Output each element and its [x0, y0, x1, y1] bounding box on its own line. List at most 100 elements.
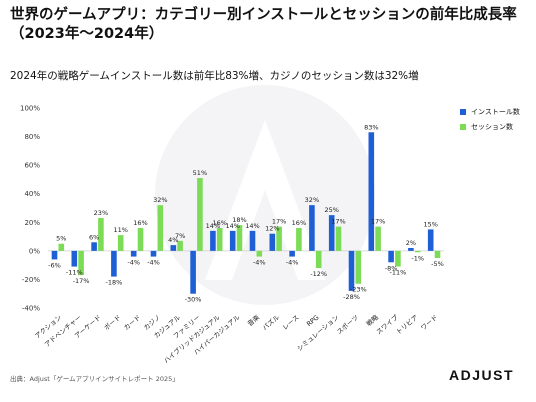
data-label-sessions: 11% — [113, 226, 127, 234]
data-label-sessions: -12% — [310, 270, 327, 278]
legend-item-sessions: セッション数 — [460, 119, 520, 134]
bar-sessions — [256, 250, 263, 257]
data-label-sessions: -11% — [390, 269, 407, 277]
bar-sessions — [177, 240, 183, 251]
bar-installs — [130, 250, 137, 257]
x-tick-label: RPG — [305, 313, 320, 328]
y-tick-label: 60% — [24, 162, 40, 170]
data-label-sessions: 16% — [212, 219, 226, 227]
data-label-installs: 12% — [265, 225, 279, 233]
bar-installs — [150, 250, 157, 257]
chart-subtitle: 2024年の戦略ゲームインストール数は前年比83%増、カジノのセッション数は32… — [10, 70, 419, 82]
x-tick-label: 戦略 — [364, 312, 380, 328]
data-label-installs: 14% — [206, 222, 220, 230]
y-tick-label: 40% — [24, 190, 40, 198]
bar-sessions — [197, 178, 203, 251]
data-label-sessions: -1% — [411, 254, 424, 262]
data-label-sessions: 51% — [193, 169, 207, 177]
y-tick-label: 80% — [24, 133, 40, 141]
bar-sessions — [58, 243, 65, 251]
data-label-sessions: 17% — [371, 218, 385, 226]
data-label-sessions: 18% — [232, 216, 246, 224]
x-tick-label: トリビア — [394, 312, 420, 336]
data-label-installs: 2% — [406, 239, 416, 247]
x-tick-label: パズル — [260, 312, 281, 332]
bar-installs — [427, 229, 434, 251]
x-tick-label: レース — [281, 313, 301, 331]
data-label-installs: -30% — [185, 296, 202, 304]
data-label-installs: -18% — [106, 279, 123, 287]
bar-installs — [229, 230, 236, 251]
data-label-sessions: -17% — [73, 277, 90, 285]
bar-installs — [388, 250, 394, 263]
data-label-sessions: 16% — [133, 219, 147, 227]
data-label-installs: -4% — [286, 259, 299, 267]
x-tick-label: カード — [122, 313, 142, 332]
data-label-installs: -8% — [385, 264, 398, 272]
bar-sessions — [117, 235, 124, 251]
bar-sessions — [335, 226, 342, 251]
bar-sessions — [98, 218, 104, 251]
data-label-installs: -4% — [127, 259, 140, 267]
legend-label-sessions: セッション数 — [471, 122, 513, 131]
bar-installs — [269, 233, 276, 251]
legend-swatch-installs — [460, 108, 466, 115]
data-label-sessions: 17% — [331, 218, 345, 226]
y-tick-label: 100% — [20, 105, 40, 113]
data-label-installs: 15% — [423, 220, 437, 228]
data-label-sessions: 16% — [292, 219, 306, 227]
data-label-installs: 83% — [364, 123, 378, 131]
bar-installs — [51, 250, 58, 260]
bar-installs — [309, 205, 315, 251]
y-tick-label: 20% — [24, 219, 40, 227]
data-label-installs: 6% — [89, 233, 99, 241]
x-tick-label: ワード — [419, 313, 439, 332]
data-label-installs: 14% — [245, 222, 259, 230]
data-label-sessions: 32% — [153, 196, 167, 204]
legend-item-installs: インストール数 — [460, 104, 520, 119]
data-label-sessions: 17% — [272, 218, 286, 226]
bar-sessions — [375, 226, 381, 251]
bar-sessions — [78, 250, 84, 276]
data-label-sessions: -4% — [253, 259, 266, 267]
data-label-sessions: -5% — [431, 260, 444, 268]
data-label-sessions: 5% — [56, 235, 66, 243]
bar-sessions — [315, 250, 322, 268]
bar-sessions — [414, 250, 421, 253]
data-label-installs: -4% — [147, 259, 160, 267]
bar-installs — [71, 250, 78, 267]
bars — [51, 132, 441, 294]
bar-sessions — [355, 250, 362, 284]
bar-sessions — [296, 228, 302, 251]
x-tick-label: 音楽 — [245, 312, 261, 328]
bar-installs — [249, 230, 256, 251]
data-label-sessions: -23% — [350, 286, 367, 294]
bar-sessions — [137, 228, 144, 251]
bar-installs — [289, 250, 295, 257]
bar-installs — [91, 242, 97, 251]
source-note: 出典：Adjust「ゲームアプリインサイトレポート 2025」 — [10, 375, 179, 383]
data-label-installs: 4% — [168, 236, 178, 244]
bar-installs — [210, 230, 216, 251]
data-labels: -6%5%-11%-17%6%23%-18%11%-4%16%-4%32%4%7… — [48, 123, 444, 303]
legend-label-installs: インストール数 — [471, 107, 520, 116]
adjust-logo: ADJUST — [448, 367, 514, 383]
data-label-installs: 25% — [324, 206, 338, 214]
bar-installs — [328, 215, 335, 251]
legend: インストール数 セッション数 — [460, 104, 520, 134]
data-label-installs: -6% — [48, 261, 61, 269]
legend-swatch-sessions — [460, 123, 466, 130]
bar-sessions — [216, 228, 223, 251]
y-tick-label: 0% — [29, 247, 40, 255]
bar-installs — [190, 250, 196, 294]
chart-title: 世界のゲームアプリ：カテゴリー別インストールとセッションの前年比成長率（2023… — [10, 7, 517, 42]
data-label-installs: -28% — [343, 293, 360, 301]
bar-sessions — [236, 225, 243, 251]
bar-sessions — [276, 226, 282, 251]
bar-sessions — [395, 250, 401, 267]
y-tick-label: -40% — [22, 305, 40, 313]
data-label-installs: 32% — [305, 196, 319, 204]
bar-installs — [408, 248, 414, 251]
